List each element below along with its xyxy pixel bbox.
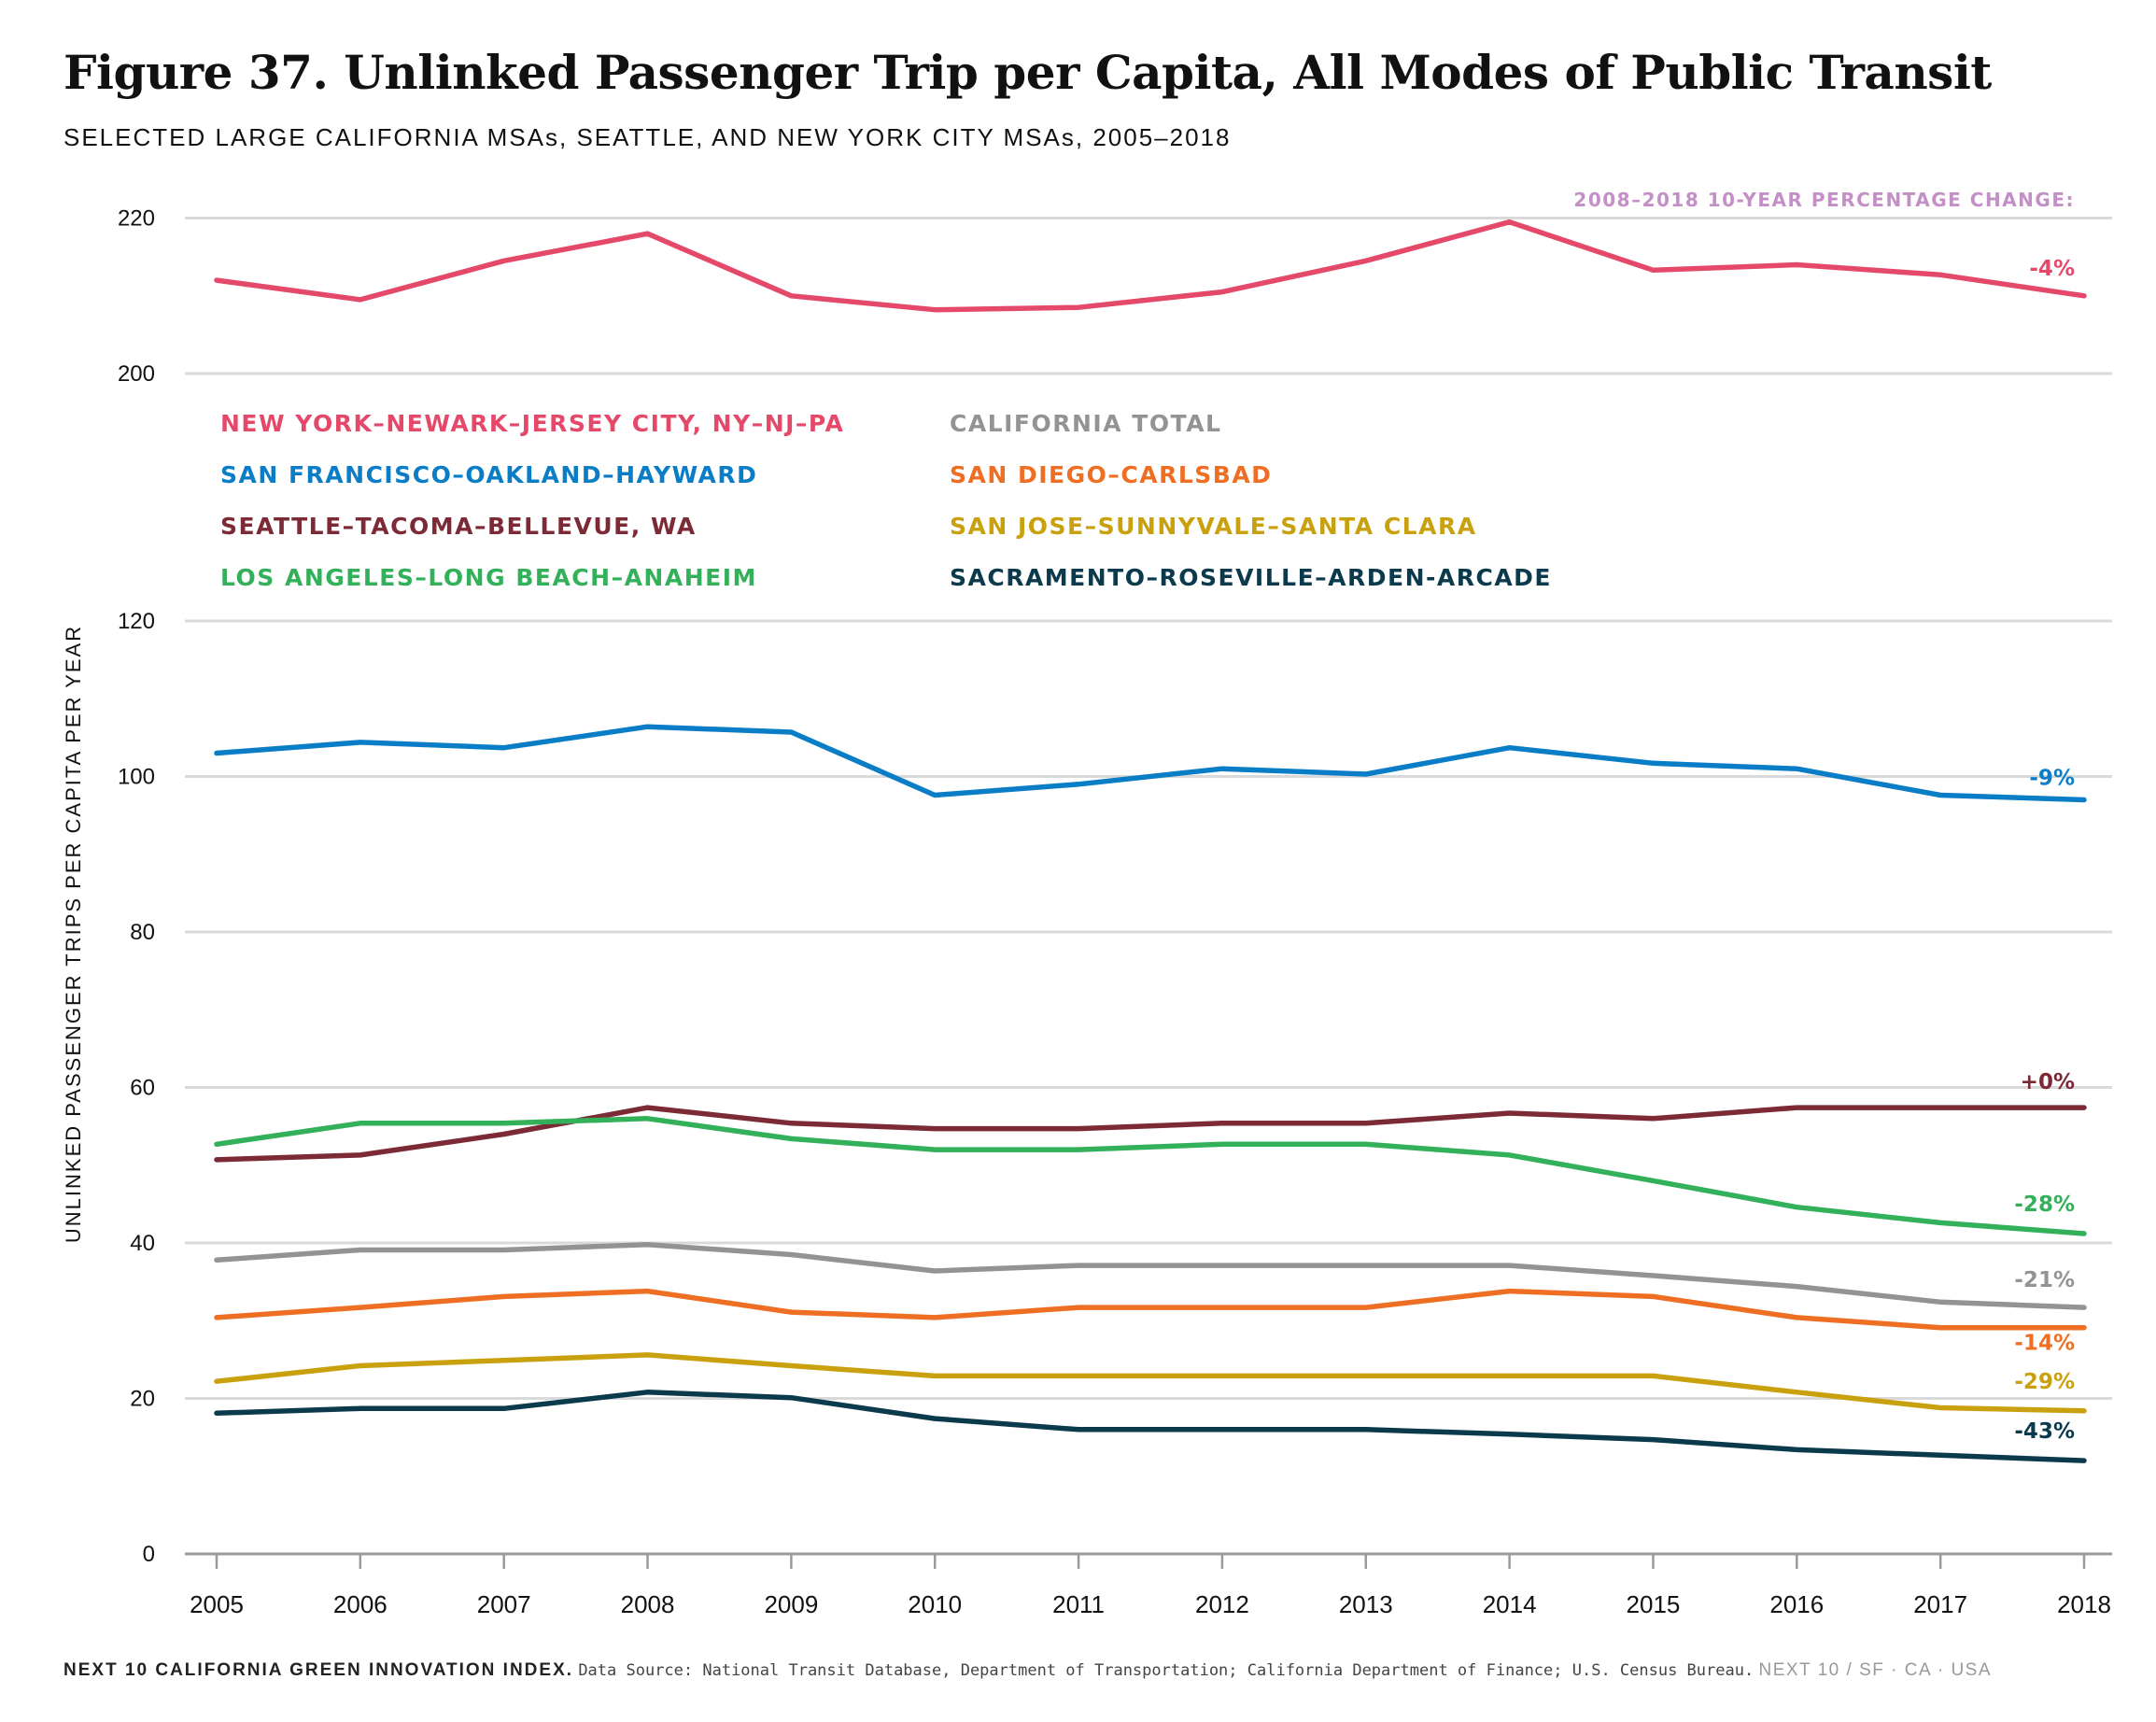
- change-label: -28%: [2014, 1193, 2075, 1217]
- series-line: [214, 1105, 2087, 1163]
- change-label: -43%: [2014, 1419, 2075, 1444]
- chart-title: Figure 37. Unlinked Passenger Trip per C…: [63, 45, 1992, 100]
- x-tick-label: 2016: [1769, 1590, 1824, 1618]
- y-tick-label: 0: [143, 1542, 155, 1567]
- x-tick-label: 2008: [621, 1590, 675, 1618]
- legend-item: CALIFORNIA TOTAL: [950, 410, 1221, 437]
- series-line: [214, 1352, 2087, 1414]
- change-label: -21%: [2014, 1268, 2075, 1292]
- x-tick-label: 2013: [1339, 1590, 1393, 1618]
- series-line: [214, 219, 2087, 313]
- y-tick-label: 100: [118, 765, 155, 790]
- x-tick-label: 2011: [1052, 1590, 1105, 1618]
- legend-item: SAN JOSE–SUNNYVALE–SANTA CLARA: [950, 513, 1477, 540]
- x-tick-label: 2015: [1627, 1590, 1681, 1618]
- series-line: [214, 724, 2087, 803]
- x-tick-label: 2012: [1195, 1590, 1249, 1618]
- y-tick-label: 200: [118, 361, 155, 387]
- legend-item: SEATTLE–TACOMA–BELLEVUE, WA: [220, 513, 697, 540]
- tick-labels: 0 20 40 60 80 100 120 200 220 2005 2006 2007 2008 200…: [118, 206, 2111, 1619]
- footer-source: Data Source: National Transit Database, …: [578, 1661, 1754, 1680]
- x-tick-label: 2010: [908, 1590, 962, 1618]
- legend: NEW YORK–NEWARK–JERSEY CITY, NY–NJ–PA SAN…: [220, 410, 1552, 591]
- change-labels: -4% -9% +0% -28% -21% -14% -29% -43%: [2014, 257, 2075, 1444]
- footer: NEXT 10 CALIFORNIA GREEN INNOVATION INDE…: [63, 1660, 1992, 1681]
- footer-title: NEXT 10 CALIFORNIA GREEN INNOVATION INDE…: [63, 1660, 574, 1680]
- series-line: [214, 1288, 2087, 1331]
- change-header: 2008–2018 10-YEAR PERCENTAGE CHANGE:: [1573, 189, 2075, 211]
- legend-item: SAN DIEGO–CARLSBAD: [950, 461, 1272, 488]
- footer-brand: NEXT 10 / SF · CA · USA: [1758, 1660, 1993, 1680]
- chart-subtitle: SELECTED LARGE CALIFORNIA MSAs, SEATTLE,…: [63, 123, 1232, 151]
- grid-lines: [185, 217, 2112, 1400]
- series-line: [214, 1390, 2087, 1463]
- y-tick-label: 40: [130, 1231, 155, 1256]
- change-label: -14%: [2014, 1332, 2075, 1356]
- x-tick-label: 2005: [190, 1590, 244, 1618]
- y-axis-label: UNLINKED PASSENGER TRIPS PER CAPITA PER …: [62, 625, 85, 1243]
- y-tick-label: 20: [130, 1387, 155, 1412]
- y-tick-label: 60: [130, 1076, 155, 1101]
- x-tick-label: 2009: [764, 1590, 818, 1618]
- x-tick-label: 2018: [2057, 1590, 2111, 1618]
- change-label: +0%: [2021, 1070, 2075, 1094]
- x-tick-label: 2007: [477, 1590, 531, 1618]
- series-lines: [214, 219, 2087, 1463]
- change-label: -9%: [2029, 766, 2075, 790]
- axes: [185, 1552, 2112, 1569]
- series-line: [214, 1241, 2087, 1310]
- y-tick-label: 80: [130, 920, 155, 945]
- series-line: [214, 1116, 2087, 1236]
- legend-item: SACRAMENTO–ROSEVILLE–ARDEN-ARCADE: [950, 564, 1552, 591]
- legend-item: LOS ANGELES–LONG BEACH–ANAHEIM: [220, 564, 757, 591]
- legend-item: NEW YORK–NEWARK–JERSEY CITY, NY–NJ–PA: [220, 410, 844, 437]
- y-tick-label: 120: [118, 609, 155, 634]
- change-label: -29%: [2014, 1370, 2075, 1394]
- x-tick-label: 2017: [1913, 1590, 1967, 1618]
- change-label: -4%: [2029, 257, 2075, 281]
- y-tick-label: 220: [118, 206, 155, 232]
- legend-item: SAN FRANCISCO–OAKLAND–HAYWARD: [220, 461, 757, 488]
- x-tick-label: 2006: [333, 1590, 388, 1618]
- x-tick-label: 2014: [1483, 1590, 1537, 1618]
